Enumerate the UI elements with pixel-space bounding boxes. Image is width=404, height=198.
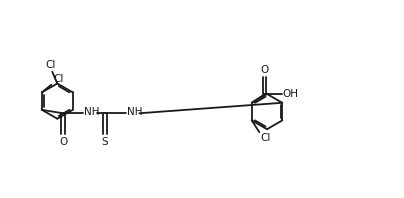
Text: S: S [102, 137, 108, 147]
Text: Cl: Cl [45, 60, 56, 70]
Text: OH: OH [283, 89, 299, 99]
Text: NH: NH [84, 107, 99, 117]
Text: Cl: Cl [260, 133, 271, 143]
Text: O: O [59, 137, 67, 147]
Text: NH: NH [127, 107, 142, 117]
Text: Cl: Cl [53, 74, 63, 84]
Text: O: O [260, 65, 268, 75]
